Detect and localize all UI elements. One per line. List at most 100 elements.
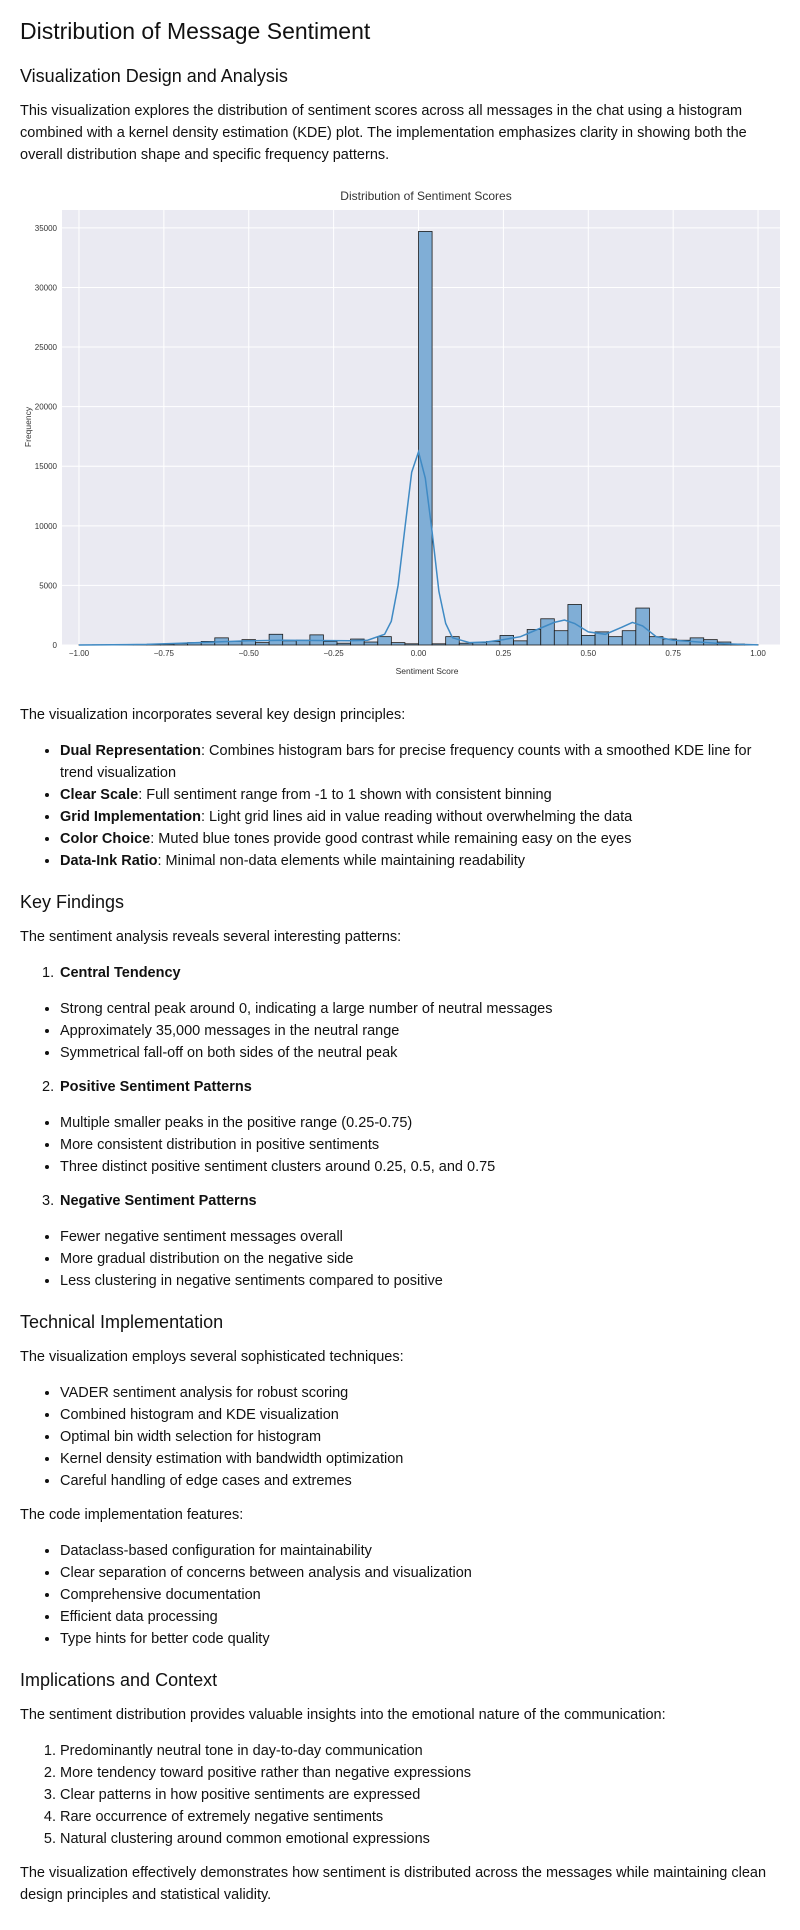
list-item: Comprehensive documentation xyxy=(60,1584,780,1606)
list-item: Approximately 35,000 messages in the neu… xyxy=(60,1020,780,1042)
implications-lead: The sentiment distribution provides valu… xyxy=(20,1704,780,1726)
section-heading-visualization: Visualization Design and Analysis xyxy=(20,64,780,88)
histogram-bar xyxy=(554,631,568,645)
histogram-bar xyxy=(622,631,636,645)
x-tick-label: 0.50 xyxy=(580,649,596,658)
finding-number: 1. xyxy=(42,962,54,984)
list-item: Clear separation of concerns between ana… xyxy=(60,1562,780,1584)
histogram-bar xyxy=(432,644,446,645)
histogram-bar xyxy=(609,637,623,645)
principle-desc: : Muted blue tones provide good contrast… xyxy=(150,831,631,847)
histogram-bar xyxy=(256,643,270,645)
list-item: Rare occurrence of extremely negative se… xyxy=(60,1806,780,1828)
principle-term: Dual Representation xyxy=(60,743,201,759)
list-item: Color Choice: Muted blue tones provide g… xyxy=(60,828,780,850)
list-item: Optimal bin width selection for histogra… xyxy=(60,1426,780,1448)
histogram-bar xyxy=(581,635,595,645)
list-item: Clear Scale: Full sentiment range from -… xyxy=(60,784,780,806)
histogram-bar xyxy=(419,231,433,645)
list-item: Predominantly neutral tone in day-to-day… xyxy=(60,1740,780,1762)
finding-group-title: 1. Central Tendency xyxy=(20,962,780,984)
finding-list: Fewer negative sentiment messages overal… xyxy=(20,1226,780,1292)
list-item: Dual Representation: Combines histogram … xyxy=(60,740,780,784)
list-item: Three distinct positive sentiment cluste… xyxy=(60,1156,780,1178)
x-tick-label: −0.75 xyxy=(154,649,175,658)
histogram-bar xyxy=(283,641,297,645)
principles-lead: The visualization incorporates several k… xyxy=(20,704,780,726)
histogram-bar xyxy=(568,604,582,645)
finding-number: 3. xyxy=(42,1190,54,1212)
histogram-bar xyxy=(527,630,541,645)
list-item: More gradual distribution on the negativ… xyxy=(60,1248,780,1270)
list-item: Data-Ink Ratio: Minimal non-data element… xyxy=(60,850,780,872)
histogram-bar xyxy=(337,643,351,645)
finding-title: Positive Sentiment Patterns xyxy=(60,1079,252,1095)
finding-group-title: 3. Negative Sentiment Patterns xyxy=(20,1190,780,1212)
principle-term: Color Choice xyxy=(60,831,150,847)
histogram-bar xyxy=(391,643,405,645)
closing-paragraph: The visualization effectively demonstrat… xyxy=(20,1862,780,1906)
section-heading-findings: Key Findings xyxy=(20,890,780,914)
y-tick-label: 15000 xyxy=(35,462,58,471)
x-tick-label: 0.75 xyxy=(665,649,681,658)
implications-list: Predominantly neutral tone in day-to-day… xyxy=(20,1740,780,1850)
finding-title: Negative Sentiment Patterns xyxy=(60,1193,257,1209)
techniques-list: VADER sentiment analysis for robust scor… xyxy=(20,1382,780,1492)
chart-svg: Distribution of Sentiment Scores −1.00 −0… xyxy=(20,180,780,690)
finding-title: Central Tendency xyxy=(60,965,181,981)
y-tick-label: 35000 xyxy=(35,224,58,233)
list-item: Dataclass-based configuration for mainta… xyxy=(60,1540,780,1562)
section-heading-implications: Implications and Context xyxy=(20,1668,780,1692)
features-list: Dataclass-based configuration for mainta… xyxy=(20,1540,780,1650)
histogram-bar xyxy=(323,641,337,645)
x-tick-label: −0.25 xyxy=(324,649,345,658)
y-tick-label: 0 xyxy=(53,641,58,650)
technical-lead: The visualization employs several sophis… xyxy=(20,1346,780,1368)
list-item: VADER sentiment analysis for robust scor… xyxy=(60,1382,780,1404)
list-item: Combined histogram and KDE visualization xyxy=(60,1404,780,1426)
finding-list: Multiple smaller peaks in the positive r… xyxy=(20,1112,780,1178)
x-tick-label: −0.50 xyxy=(239,649,260,658)
y-tick-label: 30000 xyxy=(35,283,58,292)
histogram-bar xyxy=(405,644,419,645)
x-tick-label: 0.00 xyxy=(411,649,427,658)
list-item: Fewer negative sentiment messages overal… xyxy=(60,1226,780,1248)
histogram-bar xyxy=(514,641,528,645)
finding-list: Strong central peak around 0, indicating… xyxy=(20,998,780,1064)
list-item: Efficient data processing xyxy=(60,1606,780,1628)
list-item: More consistent distribution in positive… xyxy=(60,1134,780,1156)
list-item: More tendency toward positive rather tha… xyxy=(60,1762,780,1784)
list-item: Careful handling of edge cases and extre… xyxy=(60,1470,780,1492)
x-tick-label: 1.00 xyxy=(750,649,766,658)
principle-term: Data-Ink Ratio xyxy=(60,853,158,869)
features-lead: The code implementation features: xyxy=(20,1504,780,1526)
y-axis-label: Frequency xyxy=(23,406,33,447)
principles-list: Dual Representation: Combines histogram … xyxy=(20,740,780,872)
list-item: Multiple smaller peaks in the positive r… xyxy=(60,1112,780,1134)
histogram-bar xyxy=(378,637,392,645)
list-item: Kernel density estimation with bandwidth… xyxy=(60,1448,780,1470)
list-item: Strong central peak around 0, indicating… xyxy=(60,998,780,1020)
list-item: Natural clustering around common emotion… xyxy=(60,1828,780,1850)
principle-desc: : Minimal non-data elements while mainta… xyxy=(158,853,526,869)
page-title: Distribution of Message Sentiment xyxy=(20,16,780,46)
y-tick-label: 25000 xyxy=(35,343,58,352)
x-tick-label: 0.25 xyxy=(496,649,512,658)
y-tick-label: 20000 xyxy=(35,403,58,412)
finding-group-title: 2. Positive Sentiment Patterns xyxy=(20,1076,780,1098)
x-axis-label: Sentiment Score xyxy=(396,666,459,676)
histogram-bar xyxy=(459,643,473,645)
principle-term: Clear Scale xyxy=(60,787,138,803)
intro-paragraph: This visualization explores the distribu… xyxy=(20,100,780,166)
principle-desc: : Full sentiment range from -1 to 1 show… xyxy=(138,787,551,803)
principle-term: Grid Implementation xyxy=(60,809,201,825)
findings-lead: The sentiment analysis reveals several i… xyxy=(20,926,780,948)
x-tick-label: −1.00 xyxy=(69,649,90,658)
finding-number: 2. xyxy=(42,1076,54,1098)
histogram-bar xyxy=(364,642,378,645)
chart-title: Distribution of Sentiment Scores xyxy=(340,189,511,203)
principle-desc: : Light grid lines aid in value reading … xyxy=(201,809,632,825)
sentiment-histogram-chart: Distribution of Sentiment Scores −1.00 −0… xyxy=(20,180,780,690)
